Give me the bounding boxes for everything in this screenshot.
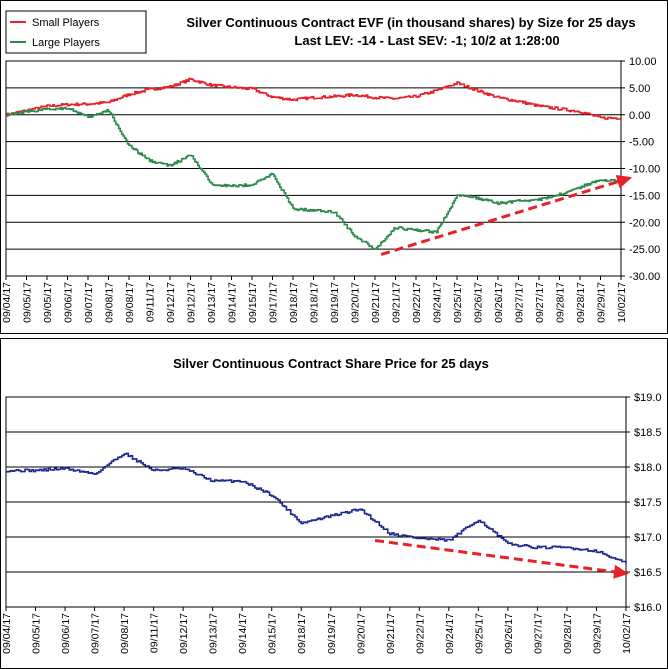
price-title: Silver Continuous Contract Share Price f… <box>173 356 489 371</box>
x-tick-label: 09/24/17 <box>444 613 456 654</box>
x-tick-label: 09/12/17 <box>186 282 198 323</box>
price-panel <box>0 338 668 669</box>
trend-arrowhead <box>613 564 629 579</box>
x-tick-label: 09/13/17 <box>206 282 218 323</box>
y-tick-label: 10.00 <box>629 56 657 68</box>
x-tick-label: 09/06/17 <box>60 613 72 654</box>
x-tick-label: 09/24/17 <box>432 282 444 323</box>
x-tick-label: 09/27/17 <box>514 282 526 323</box>
legend-label-large-players: Large Players <box>32 37 100 49</box>
x-tick-label: 09/18/17 <box>288 282 300 323</box>
x-tick-label: 09/11/17 <box>149 613 161 653</box>
x-tick-label: 09/25/17 <box>473 613 485 654</box>
y-tick-label: $16.0 <box>634 602 662 614</box>
trend-arrowhead <box>615 175 633 189</box>
series-line-0 <box>6 452 627 564</box>
x-tick-label: 09/14/17 <box>227 282 239 323</box>
y-tick-label: -30.00 <box>629 271 660 283</box>
y-tick-label: $18.5 <box>634 427 662 439</box>
series-line-0 <box>6 77 622 120</box>
x-tick-label: 09/17/17 <box>268 282 280 323</box>
y-tick-label: $19.0 <box>634 392 662 404</box>
x-tick-label: 09/28/17 <box>575 282 587 323</box>
y-tick-label: -15.00 <box>629 190 660 202</box>
x-tick-label: 09/18/17 <box>296 613 308 654</box>
x-tick-label: 09/05/17 <box>31 613 43 654</box>
x-tick-label: 09/20/17 <box>350 282 362 323</box>
x-tick-label: 09/12/17 <box>178 613 190 654</box>
y-tick-label: $18.0 <box>634 462 662 474</box>
legend-label-small-players: Small Players <box>32 17 100 29</box>
x-tick-label: 09/28/17 <box>562 613 574 654</box>
x-tick-label: 09/07/17 <box>83 282 95 323</box>
x-tick-label: 09/15/17 <box>247 282 259 323</box>
x-tick-label: 09/18/17 <box>309 282 321 323</box>
x-tick-label: 10/02/17 <box>621 613 633 654</box>
y-tick-label: -20.00 <box>629 217 660 229</box>
y-tick-label: $16.5 <box>634 567 662 579</box>
legend-box <box>5 10 147 54</box>
x-tick-label: 09/21/17 <box>391 282 403 323</box>
x-tick-label: 09/11/17 <box>145 282 157 322</box>
y-tick-label: -25.00 <box>629 244 660 256</box>
x-tick-label: 09/14/17 <box>237 613 249 654</box>
x-tick-label: 09/13/17 <box>208 613 220 654</box>
x-tick-label: 09/20/17 <box>355 613 367 654</box>
evf-title: Silver Continuous Contract EVF (in thous… <box>186 15 635 30</box>
y-tick-label: 5.00 <box>629 83 650 95</box>
evf-subtitle: Last LEV: -14 - Last SEV: -1; 10/2 at 1:… <box>294 33 559 48</box>
x-tick-label: 09/28/17 <box>555 282 567 323</box>
x-tick-label: 09/22/17 <box>411 282 423 323</box>
y-tick-label: $17.5 <box>634 497 662 509</box>
x-tick-label: 09/21/17 <box>385 613 397 654</box>
x-tick-label: 09/12/17 <box>165 282 177 323</box>
x-tick-label: 09/26/17 <box>493 282 505 323</box>
x-tick-label: 09/27/17 <box>532 613 544 654</box>
x-tick-label: 09/26/17 <box>503 613 515 654</box>
x-tick-label: 09/29/17 <box>591 613 603 654</box>
x-tick-label: 09/21/17 <box>370 282 382 323</box>
x-tick-label: 09/04/17 <box>1 613 13 654</box>
y-tick-label: -10.00 <box>629 164 660 176</box>
x-tick-label: 09/15/17 <box>267 613 279 654</box>
evf-legend: Small Players Large Players <box>5 10 147 54</box>
trend-line <box>374 539 627 575</box>
x-tick-label: 09/22/17 <box>414 613 426 654</box>
x-tick-label: 09/27/17 <box>534 282 546 323</box>
x-tick-label: 09/19/17 <box>326 613 338 654</box>
x-tick-label: 09/08/17 <box>124 282 136 323</box>
x-tick-label: 09/08/17 <box>104 282 116 323</box>
x-tick-label: 10/02/17 <box>616 282 628 323</box>
y-tick-label: 0.00 <box>629 110 650 122</box>
x-tick-label: 09/06/17 <box>63 282 75 323</box>
x-tick-label: 09/26/17 <box>473 282 485 323</box>
x-tick-label: 09/19/17 <box>329 282 341 323</box>
series-line-1 <box>6 106 622 250</box>
x-tick-label: 09/29/17 <box>596 282 608 323</box>
y-tick-label: -5.00 <box>629 137 654 149</box>
x-tick-label: 09/08/17 <box>119 613 131 654</box>
x-tick-label: 09/07/17 <box>90 613 102 654</box>
x-tick-label: 09/04/17 <box>1 282 13 323</box>
x-tick-label: 09/05/17 <box>22 282 34 323</box>
x-tick-label: 09/05/17 <box>42 282 54 323</box>
x-tick-label: 09/25/17 <box>452 282 464 323</box>
trend-line <box>380 176 630 256</box>
y-tick-label: $17.0 <box>634 532 662 544</box>
